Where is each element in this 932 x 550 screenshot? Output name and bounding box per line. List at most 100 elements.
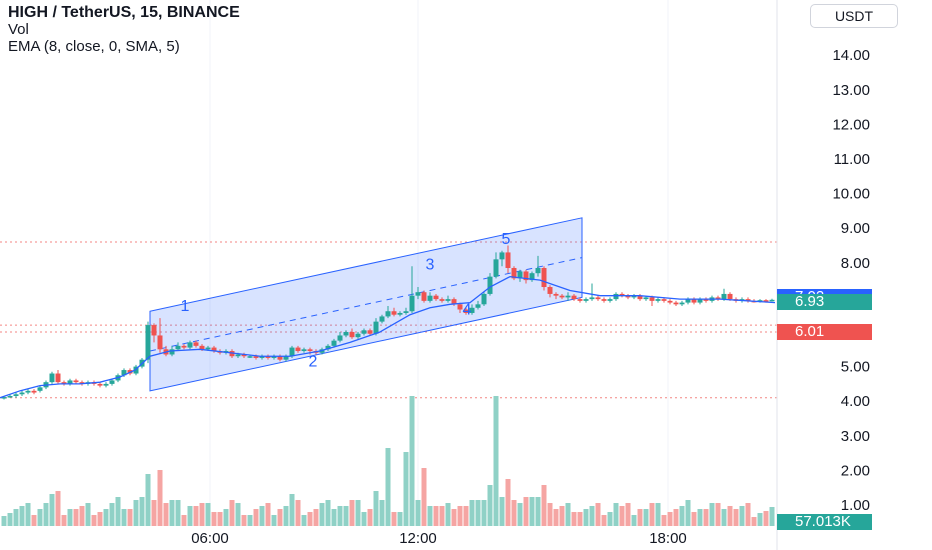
volume-bar bbox=[343, 506, 349, 526]
price-tick-label: 14.00 bbox=[832, 47, 870, 64]
volume-bar bbox=[217, 512, 223, 526]
parallel-channel[interactable] bbox=[149, 217, 583, 392]
candle-body bbox=[49, 373, 55, 383]
volume-bar bbox=[325, 500, 331, 526]
candle-body bbox=[535, 267, 541, 274]
candle-body bbox=[283, 356, 289, 360]
volume-bar bbox=[139, 497, 145, 526]
channel-midline bbox=[149, 257, 583, 352]
candle-body bbox=[673, 302, 679, 305]
symbol-title[interactable]: HIGH / TetherUS, 15, BINANCE bbox=[8, 4, 240, 21]
candle-body bbox=[277, 356, 283, 360]
volume-bar bbox=[295, 500, 301, 526]
candle-body bbox=[295, 347, 301, 352]
candle-body bbox=[265, 356, 271, 358]
elliott-wave-labels: 1 2 3 4 5 bbox=[181, 231, 511, 371]
candle-body bbox=[73, 380, 79, 383]
volume-bar bbox=[613, 503, 619, 526]
volume-bar bbox=[667, 512, 673, 526]
volume-bar bbox=[451, 509, 457, 526]
candle-body bbox=[577, 299, 583, 301]
volume-bar bbox=[277, 509, 283, 526]
candle-body bbox=[655, 299, 661, 301]
candle-body bbox=[187, 342, 193, 348]
candle-body bbox=[307, 349, 313, 352]
volume-bar bbox=[175, 500, 181, 526]
price-axis[interactable]: 14.0013.0012.0011.0010.009.008.007.006.0… bbox=[832, 47, 870, 514]
ema-indicator-label[interactable]: EMA (8, close, 0, SMA, 5) bbox=[8, 38, 180, 55]
candle-body bbox=[511, 267, 517, 279]
level-price-label: 6.01 bbox=[777, 323, 872, 340]
volume-bar bbox=[49, 494, 55, 526]
volume-bar bbox=[697, 509, 703, 526]
volume-bar bbox=[397, 512, 403, 526]
volume-bar bbox=[709, 503, 715, 526]
candle-body bbox=[499, 252, 505, 260]
wave-label-4: 4 bbox=[463, 302, 472, 319]
volume-bar bbox=[13, 509, 19, 526]
volume-bar bbox=[271, 515, 277, 526]
price-tick-label: 8.00 bbox=[841, 255, 870, 272]
volume-bar bbox=[487, 485, 493, 526]
candle-body bbox=[643, 297, 649, 300]
candle-body bbox=[553, 293, 559, 296]
chart-legend: HIGH / TetherUS, 15, BINANCE Vol EMA (8,… bbox=[8, 4, 240, 55]
candle-body bbox=[211, 347, 217, 352]
candle-body bbox=[769, 299, 775, 302]
wave-label-2: 2 bbox=[309, 354, 318, 371]
last-price-label: 6.93 bbox=[777, 293, 872, 310]
volume-bar bbox=[247, 515, 253, 526]
candle-body bbox=[601, 299, 607, 301]
volume-bar bbox=[211, 512, 217, 526]
candle-body bbox=[67, 380, 73, 384]
candle-body bbox=[559, 295, 565, 298]
currency-unit-button[interactable]: USDT bbox=[810, 4, 898, 28]
volume-bar bbox=[7, 513, 13, 526]
volume-bar bbox=[571, 512, 577, 526]
volume-bar bbox=[505, 479, 511, 526]
candle-body bbox=[667, 300, 673, 303]
volume-bar bbox=[469, 500, 475, 526]
price-tick-label: 3.00 bbox=[841, 428, 870, 445]
candle-body bbox=[271, 356, 277, 358]
time-tick-label: 06:00 bbox=[191, 530, 229, 547]
volume-bar bbox=[415, 500, 421, 526]
volume-bar bbox=[187, 506, 193, 526]
ema-line bbox=[0, 275, 776, 399]
volume-bar bbox=[115, 497, 121, 526]
price-tick-label: 5.00 bbox=[841, 359, 870, 376]
candle-body bbox=[199, 345, 205, 350]
candle-body bbox=[547, 287, 553, 294]
candle-body bbox=[325, 345, 331, 350]
candle-body bbox=[205, 347, 211, 350]
volume-bar bbox=[535, 497, 541, 526]
candle-body bbox=[439, 299, 445, 301]
price-tick-label: 2.00 bbox=[841, 462, 870, 479]
volume-bar bbox=[559, 506, 565, 526]
volume-bar bbox=[481, 500, 487, 526]
time-axis[interactable]: 06:00 12:00 18:00 bbox=[191, 530, 687, 547]
volume-bar bbox=[205, 503, 211, 526]
volume-bar bbox=[679, 506, 685, 526]
candle-body bbox=[463, 309, 469, 313]
volume-bar bbox=[259, 506, 265, 526]
candle-body bbox=[193, 342, 199, 346]
candlestick-series bbox=[1, 245, 775, 400]
volume-bar bbox=[253, 509, 259, 526]
candle-body bbox=[529, 273, 535, 281]
candle-body bbox=[379, 316, 385, 322]
candle-body bbox=[391, 311, 397, 315]
candle-body bbox=[19, 392, 25, 395]
volume-bar bbox=[763, 511, 769, 526]
candle-body bbox=[697, 299, 703, 303]
volume-indicator-label[interactable]: Vol bbox=[8, 21, 29, 38]
volume-bar bbox=[649, 503, 655, 526]
volume-bar bbox=[367, 509, 373, 526]
price-tick-label: 12.00 bbox=[832, 116, 870, 133]
volume-bar bbox=[463, 506, 469, 526]
candle-body bbox=[361, 330, 367, 334]
volume-bar bbox=[361, 512, 367, 526]
candle-body bbox=[37, 387, 43, 391]
volume-bar bbox=[637, 509, 643, 526]
